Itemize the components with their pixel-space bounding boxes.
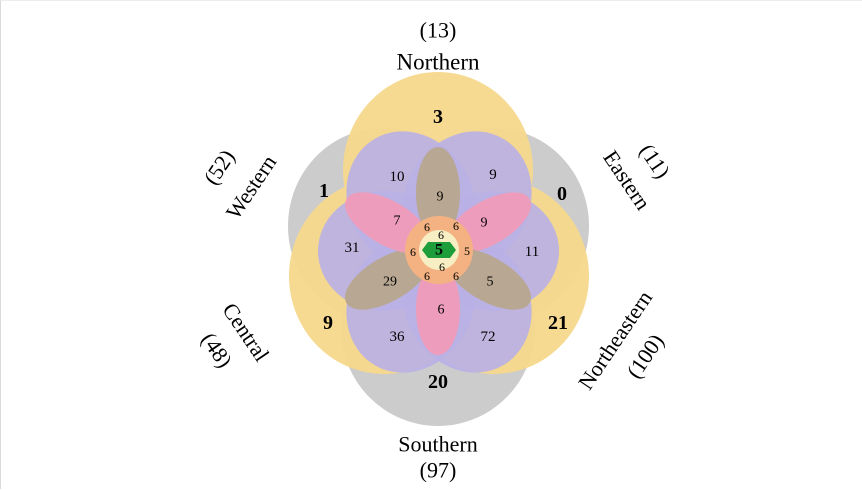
value-all-six: 5	[435, 242, 443, 259]
value-unique-southern: 20	[428, 371, 448, 393]
value-ring-lower-right: 6	[453, 269, 459, 283]
value-ring-top: 6	[438, 228, 444, 242]
value-ring-right: 5	[464, 244, 470, 258]
value-unique-eastern: 0	[557, 183, 567, 205]
label-name-northern: Northern	[396, 50, 480, 75]
value-ring-bottom: 6	[439, 260, 445, 274]
value-ring-upper-left: 6	[424, 220, 430, 234]
value-northern-western: 10	[390, 169, 405, 185]
value-ring-lower-left: 6	[424, 269, 430, 283]
label-count-central: (48)	[196, 328, 237, 372]
value-northern-eastern: 9	[489, 167, 497, 183]
value-unique-central: 9	[323, 312, 333, 334]
value-southern-central: 36	[390, 329, 406, 345]
spoke-pink-south	[416, 263, 460, 355]
value-unique-northern: 3	[433, 106, 443, 128]
label-count-western: (52)	[198, 145, 239, 189]
value-ring-left: 6	[410, 245, 416, 259]
value-ring-upper-right: 6	[453, 219, 459, 233]
value-spoke-pink-upper-left: 7	[394, 214, 401, 229]
label-count-northern: (13)	[420, 18, 457, 43]
value-unique-western: 1	[319, 180, 329, 202]
value-spoke-pink-upper-right: 9	[481, 216, 488, 231]
spoke-brown-north	[416, 147, 460, 239]
label-name-southern: Southern	[398, 432, 477, 457]
value-unique-northeastern: 21	[548, 312, 568, 334]
value-spoke-brown-lower-left: 29	[383, 275, 397, 290]
value-central-western: 31	[345, 240, 360, 256]
value-northeastern-southern: 72	[481, 329, 496, 345]
core-layer	[405, 216, 473, 284]
core-green-hexagon	[422, 242, 456, 258]
value-eastern-northeastern: 11	[525, 244, 539, 260]
value-spoke-pink-bottom: 6	[438, 303, 445, 318]
value-spoke-brown-lower-right: 5	[487, 275, 494, 290]
value-spoke-brown-top: 9	[437, 190, 444, 205]
label-count-southern: (97)	[420, 458, 457, 483]
